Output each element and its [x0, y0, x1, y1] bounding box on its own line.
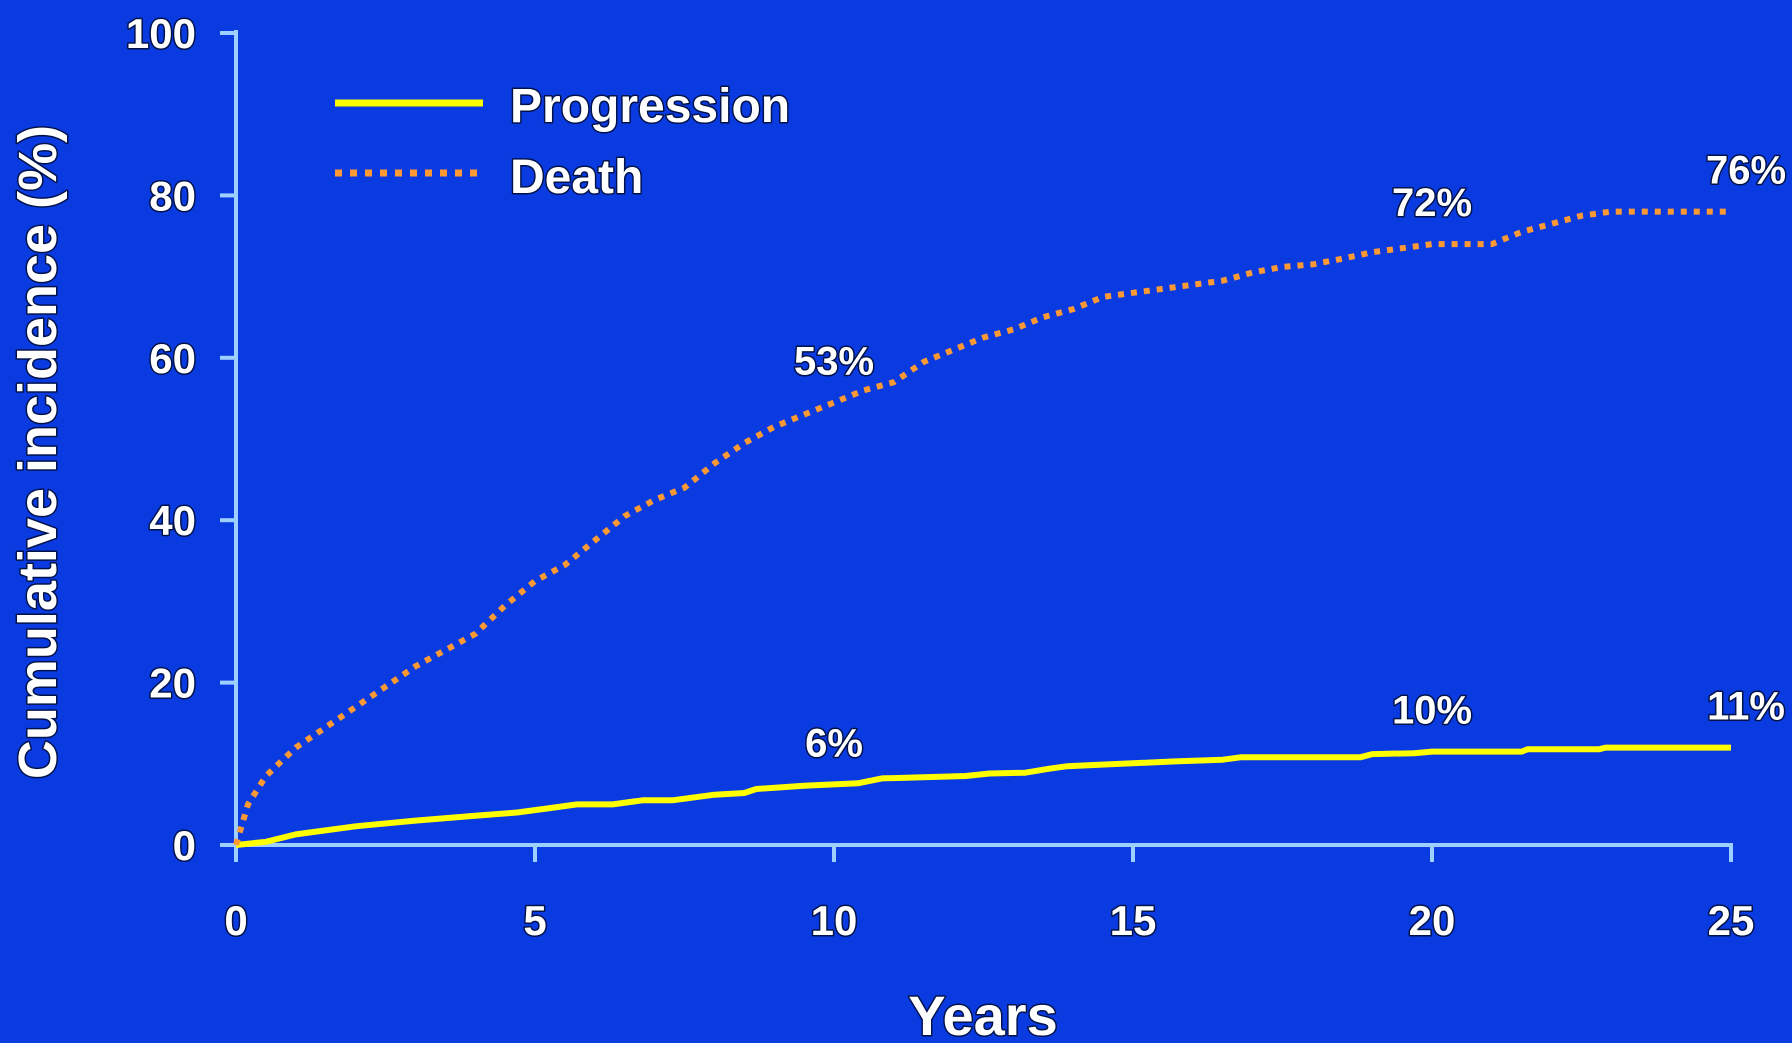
ticks: 0 5 10 15 20 25 0 20 40 60 80 100: [124, 9, 1755, 946]
x-axis-label: Years: [908, 984, 1058, 1043]
annotation-layer: 6% 10% 11% 53% 72% 76%: [792, 147, 1787, 767]
series-line-death: [233, 208, 1731, 846]
data-label-progression: 6%: [805, 721, 863, 765]
x-tick-label: 5: [523, 897, 546, 944]
legend-label-death: Death: [510, 151, 643, 204]
x-tick-label: 15: [1110, 897, 1157, 944]
y-tick-label: 80: [149, 172, 196, 219]
series-line-progression: [235, 744, 1731, 848]
y-tick-label: 40: [149, 497, 196, 544]
legend-label-progression: Progression: [510, 80, 790, 133]
data-label-death: 76%: [1706, 149, 1786, 193]
series-layer: [233, 208, 1731, 848]
data-label-death: 72%: [1392, 181, 1472, 225]
data-label-death: 53%: [794, 339, 874, 383]
data-label-progression: 10%: [1392, 689, 1472, 733]
x-tick-label: 0: [224, 897, 247, 944]
y-tick-label: 0: [173, 822, 196, 869]
x-tick-label: 20: [1409, 897, 1456, 944]
y-tick-label: 20: [149, 660, 196, 707]
y-axis-label: Cumulative incidence (%): [8, 125, 68, 779]
x-tick-label: 10: [811, 897, 858, 944]
x-tick-label: 25: [1708, 897, 1755, 944]
axes: [234, 30, 1733, 847]
y-tick-label: 60: [149, 335, 196, 382]
legend: Progression Death: [335, 79, 792, 206]
y-tick-label: 100: [126, 10, 196, 57]
data-label-progression: 11%: [1707, 685, 1785, 729]
